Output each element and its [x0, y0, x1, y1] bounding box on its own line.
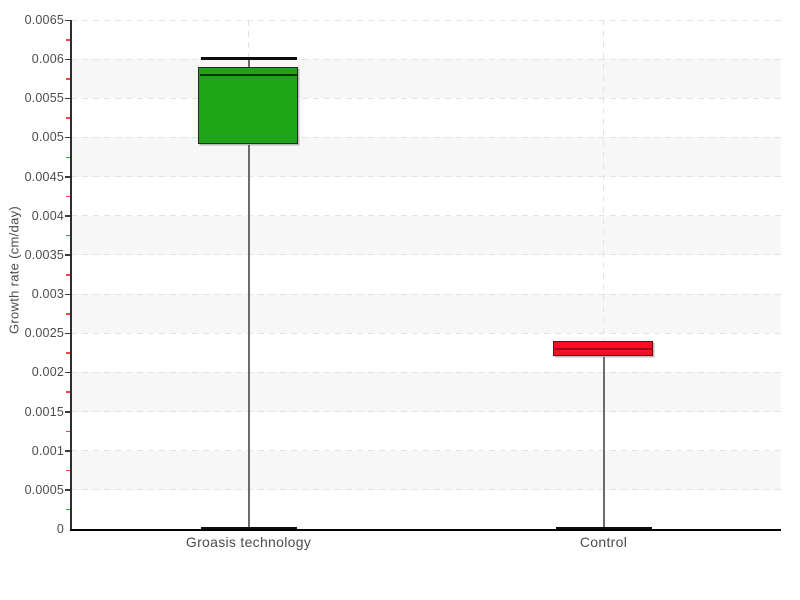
y-tick-minor: [66, 117, 70, 119]
whisker-lower-groasis-technology: [247, 145, 250, 528]
x-category-label-control: Control: [579, 534, 628, 550]
y-tick-major: [65, 450, 70, 452]
h-gridline: [71, 215, 781, 217]
y-tick-major: [65, 19, 70, 21]
y-tick-major: [65, 58, 70, 61]
y-tick-minor: [66, 430, 70, 433]
y-tick-minor: [66, 391, 70, 393]
y-tick-label: 0.005: [31, 130, 64, 145]
h-gridline: [71, 254, 781, 256]
y-tick-label: 0.0005: [24, 482, 64, 497]
y-tick-label: 0.0045: [24, 169, 64, 184]
background-band: [71, 137, 781, 177]
y-tick-major: [65, 136, 70, 139]
h-gridline: [71, 293, 781, 295]
h-gridline: [71, 371, 781, 373]
background-band: [71, 215, 781, 255]
y-tick-label: 0.006: [31, 52, 64, 67]
whisker-lower-control: [602, 356, 605, 528]
y-tick-minor: [66, 274, 70, 276]
y-tick-label: 0.0025: [24, 326, 64, 341]
x-axis-line: [70, 529, 781, 531]
y-tick-minor: [66, 234, 70, 237]
x-category-label-groasis-technology: Groasis technology: [185, 534, 312, 550]
y-tick-label: 0.003: [31, 287, 64, 302]
h-gridline: [71, 411, 781, 413]
y-tick-label: 0.002: [31, 365, 64, 380]
y-tick-label: 0.0065: [24, 13, 64, 27]
y-tick-minor: [66, 508, 70, 511]
y-tick-major: [65, 176, 70, 178]
h-gridline: [71, 176, 781, 178]
median-line-groasis-technology: [199, 73, 298, 76]
background-band: [71, 450, 781, 490]
y-tick-major: [65, 411, 70, 413]
y-tick-minor: [66, 195, 70, 198]
y-tick-major: [65, 215, 70, 217]
whisker-upper-groasis-technology: [247, 59, 250, 67]
y-tick-label: 0.001: [31, 443, 64, 458]
background-band: [71, 294, 781, 334]
y-tick-major: [65, 97, 70, 100]
y-tick-minor: [66, 156, 70, 159]
y-tick-major: [65, 293, 70, 296]
y-tick-minor: [66, 469, 70, 472]
y-tick-major: [65, 489, 70, 491]
y-tick-label: 0.0015: [24, 404, 64, 419]
box-groasis-technology[interactable]: [198, 66, 298, 145]
y-tick-major: [65, 254, 70, 256]
y-tick-label: 0.004: [31, 208, 64, 223]
v-gridline: [603, 20, 604, 529]
h-gridline: [71, 450, 781, 452]
h-gridline: [71, 58, 781, 60]
h-gridline: [71, 489, 781, 491]
y-tick-major: [65, 371, 70, 374]
whisker-cap-min-control: [555, 526, 652, 530]
background-band: [71, 59, 781, 99]
y-tick-minor: [66, 39, 70, 41]
y-tick-label: 0.0055: [24, 91, 64, 106]
y-tick-major: [65, 332, 70, 335]
background-band: [71, 372, 781, 412]
h-gridline: [71, 136, 781, 138]
y-tick-label: 0.0035: [24, 247, 64, 262]
y-tick-minor: [66, 313, 70, 315]
h-gridline: [71, 19, 781, 21]
y-tick-minor: [66, 78, 70, 80]
y-axis-line: [70, 20, 72, 531]
h-gridline: [71, 97, 781, 99]
y-axis-title: Growth rate (cm/day): [6, 205, 22, 335]
whisker-cap-min-groasis-technology: [200, 526, 297, 530]
median-line-control: [554, 347, 653, 350]
y-tick-label: 0: [56, 522, 64, 536]
whisker-cap-max-groasis-technology: [200, 56, 297, 60]
y-tick-minor: [66, 352, 70, 354]
h-gridline: [71, 332, 781, 334]
